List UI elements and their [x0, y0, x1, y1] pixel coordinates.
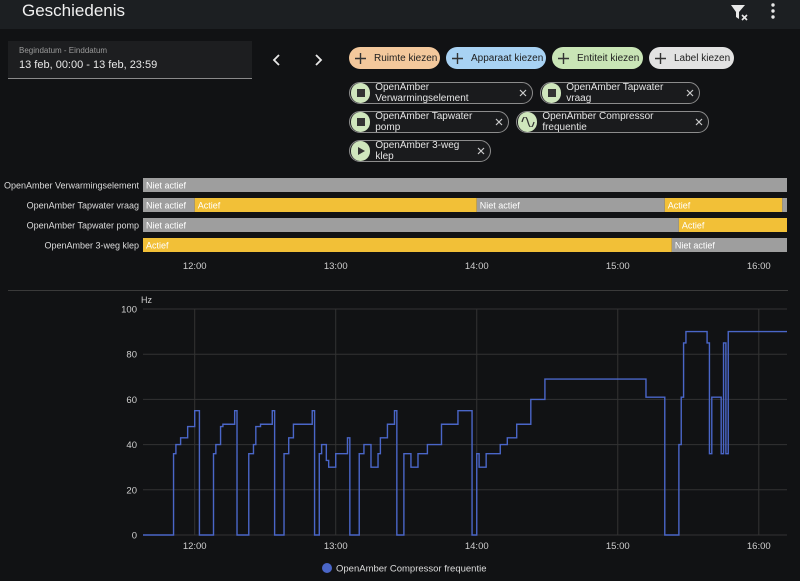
state-label: Actief — [146, 241, 169, 251]
entity-chip[interactable]: OpenAmber Tapwater pomp — [349, 111, 509, 133]
y-tick-label: 100 — [121, 305, 137, 316]
clear-filter-button[interactable] — [729, 2, 749, 22]
y-tick-label: 60 — [126, 395, 137, 406]
remove-chip[interactable] — [477, 147, 485, 155]
legend-marker — [322, 563, 332, 573]
y-axis-label: Hz — [141, 295, 152, 305]
button-label: Entiteit kiezen — [577, 52, 640, 64]
state-bar — [782, 198, 787, 212]
state-bar — [143, 198, 195, 212]
state-bar — [194, 198, 477, 212]
state-label: Niet actief — [146, 201, 187, 211]
divider — [8, 290, 788, 291]
top-bar: Geschiedenis — [0, 0, 800, 29]
state-bar — [143, 218, 679, 232]
state-label: Actief — [198, 201, 221, 211]
line-chart: Hz 0 20 40 60 80 100 12:00 13:00 14:00 15:00 16:00 O… — [121, 295, 787, 575]
state-label: Niet actief — [146, 181, 187, 191]
remove-chip[interactable] — [686, 89, 694, 97]
date-picker[interactable]: Begindatum - Einddatum 13 feb, 00:00 - 1… — [8, 41, 252, 79]
entity-button[interactable]: Entiteit kiezen — [552, 47, 643, 69]
row-label: OpenAmber Tapwater pomp — [27, 221, 139, 231]
state-bar — [143, 238, 672, 252]
state-label: Actief — [682, 221, 705, 231]
button-label: Apparaat kiezen — [471, 52, 544, 64]
state-bar — [678, 218, 787, 232]
y-tick-label: 80 — [126, 350, 137, 361]
remove-chip[interactable] — [695, 118, 703, 126]
device-button[interactable]: Apparaat kiezen — [446, 47, 546, 69]
x-tick-label: 13:00 — [324, 261, 348, 272]
y-tick-label: 40 — [126, 440, 137, 451]
x-tick-label: 12:00 — [183, 261, 207, 272]
row-label: OpenAmber Tapwater vraag — [27, 201, 139, 211]
row-label: OpenAmber Verwarmingselement — [4, 181, 140, 191]
entity-chip[interactable]: OpenAmber Tapwater vraag — [540, 82, 700, 104]
state-label: Actief — [668, 201, 691, 211]
x-tick-label: 12:00 — [183, 541, 207, 552]
state-label: Niet actief — [480, 201, 521, 211]
chip-label: OpenAmber Verwarmingselement — [375, 82, 469, 104]
chip-label: OpenAmber Compressor frequentie — [542, 111, 654, 133]
series-line — [143, 330, 787, 536]
state-bar — [671, 238, 787, 252]
state-label: Niet actief — [146, 221, 187, 231]
next-button[interactable] — [311, 53, 325, 67]
remove-chip[interactable] — [495, 118, 503, 126]
entity-chip[interactable]: OpenAmber Compressor frequentie — [516, 111, 709, 133]
previous-button[interactable] — [270, 53, 284, 67]
state-label: Niet actief — [675, 241, 716, 251]
state-bar — [476, 198, 665, 212]
x-tick-label: 13:00 — [324, 541, 348, 552]
y-tick-label: 0 — [132, 531, 137, 542]
x-tick-label: 14:00 — [465, 541, 489, 552]
label-button[interactable]: Label kiezen — [649, 47, 734, 69]
x-tick-label: 16:00 — [747, 261, 771, 272]
remove-chip[interactable] — [519, 89, 527, 97]
y-tick-label: 20 — [126, 485, 137, 496]
button-label: Ruimte kiezen — [374, 52, 438, 64]
date-picker-value: 13 feb, 00:00 - 13 feb, 23:59 — [19, 59, 158, 71]
menu-button[interactable] — [766, 2, 780, 20]
state-bar — [143, 178, 787, 192]
area-button[interactable]: Ruimte kiezen — [349, 47, 440, 69]
chip-label: OpenAmber Tapwater pomp — [375, 111, 473, 133]
date-picker-label: Begindatum - Einddatum — [19, 46, 108, 55]
row-label: OpenAmber 3-weg klep — [44, 241, 139, 251]
state-bar — [664, 198, 783, 212]
x-tick-label: 16:00 — [747, 541, 771, 552]
chip-label: OpenAmber 3-weg klep — [375, 140, 460, 162]
chip-label: OpenAmber Tapwater vraag — [566, 82, 664, 104]
x-tick-label: 14:00 — [465, 261, 489, 272]
timeline-chart: OpenAmber Verwarmingselement Niet actief O… — [4, 178, 787, 272]
entity-chip[interactable]: OpenAmber 3-weg klep — [349, 140, 491, 162]
legend-label: OpenAmber Compressor frequentie — [336, 564, 487, 575]
x-tick-label: 15:00 — [606, 541, 630, 552]
x-tick-label: 15:00 — [606, 261, 630, 272]
page-title: Geschiedenis — [22, 1, 126, 20]
button-label: Label kiezen — [674, 52, 731, 64]
entity-chip[interactable]: OpenAmber Verwarmingselement — [349, 82, 533, 104]
